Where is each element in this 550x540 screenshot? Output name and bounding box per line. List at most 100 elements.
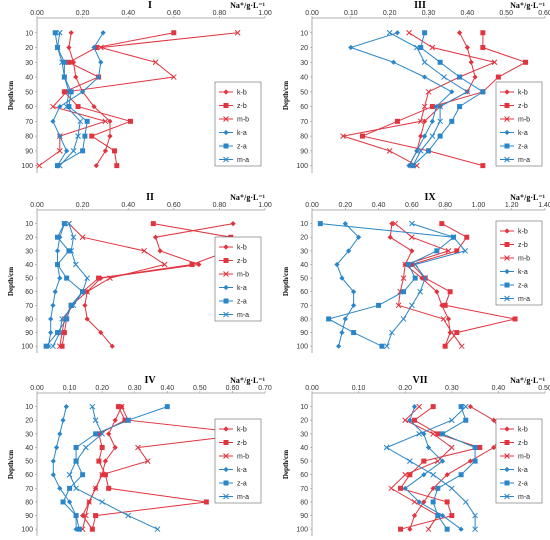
x-tick-label: 0.60 [405,202,419,209]
data-point [472,526,478,533]
chart-title: III [414,0,426,11]
y-tick-label: 50 [300,276,308,283]
legend-item-k-b: k-b [219,426,247,434]
data-point [450,234,457,241]
marker-stroke [152,59,159,66]
data-point [429,104,435,110]
marker-stroke [409,234,415,241]
data-point [425,526,432,533]
legend-item-z-a: z-a [500,480,528,488]
x-tick-label: 0.00 [30,385,44,392]
legend: k-b z-b m-b k-a z-a m-a [214,236,262,322]
chart-panel-ix: IX Na⁺/g·L⁻¹ 0.00 0.20 0.40 0.60 0.80 1.00 1.20 1… [282,192,550,353]
marker-stroke [472,512,478,519]
legend-label: k-b [518,427,528,434]
y-tick-label: 10 [25,30,33,37]
legend-swatch-marker [223,426,229,432]
data-point [339,329,345,336]
data-point [491,417,497,423]
y-tick-label: 40 [25,262,33,269]
legend-item-z-a: z-a [219,480,247,488]
data-point [449,89,455,95]
marker-stroke [170,74,177,80]
data-point [417,118,424,125]
data-point [406,163,412,169]
data-point [66,248,72,254]
x-tick-label: 0.10 [344,10,358,17]
data-point [50,343,56,350]
data-point [464,88,471,95]
data-point [102,458,108,464]
data-point [463,417,469,423]
data-point [107,133,113,139]
data-point [410,162,416,169]
y-tick-label: 60 [25,472,33,479]
marker-stroke [99,431,105,437]
data-point [419,275,425,281]
chart-title: II [146,192,154,203]
marker-stroke [504,255,510,261]
marker-stroke [462,248,468,254]
series-line [385,406,476,530]
legend-swatch-marker [504,255,510,261]
legend-item-m-a: m-a [219,493,249,501]
marker-stroke [107,275,113,281]
data-point [48,329,54,336]
data-point [416,499,422,505]
data-point [100,30,106,36]
legend-swatch-marker [223,143,229,149]
series-m-a [54,29,84,169]
x-tick-label: 0.40 [372,202,386,209]
marker-stroke [89,403,96,410]
marker-stroke [72,261,79,268]
series-k-a [402,404,464,532]
marker-stroke [102,118,109,125]
series-line [410,223,516,347]
marker-stroke [73,485,79,492]
data-point [61,59,67,65]
data-point [472,74,478,80]
legend-swatch-marker [504,228,510,234]
legend-swatch-marker [223,480,229,486]
data-point [230,221,236,227]
marker-stroke [491,59,498,66]
data-point [73,444,79,450]
x-axis-unit-label: Na⁺/g·L⁻¹ [230,376,265,385]
chart-title: IV [144,375,156,386]
data-point [59,59,65,66]
series-z-a [317,221,456,349]
legend-label: z-b [518,103,528,110]
x-tick-label: 0.20 [76,202,90,209]
x-tick-label: 0.70 [258,385,272,392]
marker-stroke [118,403,125,410]
series-k-a [348,30,455,169]
marker-stroke [234,29,241,36]
data-point [66,471,73,478]
legend-item-m-a: m-a [219,156,249,164]
data-point [76,526,82,532]
marker-stroke [464,88,471,95]
data-point [89,403,96,410]
series-k-a [50,30,106,169]
data-point [102,148,108,154]
legend-item-k-b: k-b [500,228,528,236]
legend-frame [495,418,543,504]
data-point [84,118,90,124]
data-point [395,302,402,309]
y-tick-label: 40 [300,262,308,269]
data-point [67,485,73,491]
data-point [50,302,56,308]
data-point [477,444,483,450]
data-point [50,118,56,124]
legend-swatch-marker [504,242,510,247]
marker-stroke [412,261,419,268]
legend-item-z-a: z-a [219,143,247,151]
data-point [56,29,63,36]
data-point [96,458,102,464]
marker-stroke [66,88,72,95]
data-point [421,499,427,505]
data-point [144,458,151,464]
marker-stroke [56,29,63,36]
marker-stroke [83,444,89,451]
x-tick-label: 0.20 [95,385,109,392]
